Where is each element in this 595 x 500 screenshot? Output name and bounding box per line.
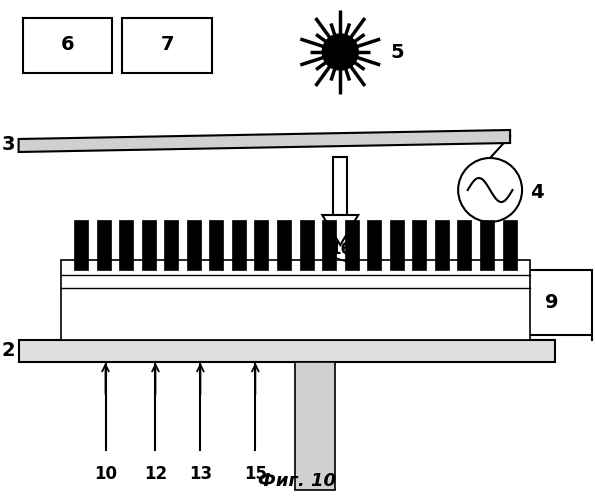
FancyBboxPatch shape	[300, 220, 314, 270]
FancyBboxPatch shape	[123, 18, 212, 73]
Polygon shape	[18, 130, 510, 152]
FancyBboxPatch shape	[187, 220, 201, 270]
Circle shape	[322, 34, 358, 70]
FancyBboxPatch shape	[458, 220, 471, 270]
FancyBboxPatch shape	[432, 270, 512, 335]
FancyBboxPatch shape	[512, 270, 592, 335]
FancyBboxPatch shape	[322, 220, 336, 270]
FancyBboxPatch shape	[61, 260, 530, 340]
Text: 2: 2	[2, 342, 15, 360]
Text: 15: 15	[244, 465, 267, 483]
FancyBboxPatch shape	[119, 220, 133, 270]
Text: 9: 9	[545, 293, 559, 312]
Text: 13: 13	[189, 465, 212, 483]
FancyBboxPatch shape	[503, 220, 516, 270]
FancyBboxPatch shape	[333, 157, 347, 215]
FancyBboxPatch shape	[23, 18, 112, 73]
FancyBboxPatch shape	[345, 220, 359, 270]
Text: 5: 5	[390, 42, 404, 62]
FancyBboxPatch shape	[412, 220, 426, 270]
Text: 10: 10	[94, 465, 117, 483]
FancyBboxPatch shape	[74, 220, 88, 270]
Text: 8: 8	[465, 293, 479, 312]
FancyBboxPatch shape	[277, 220, 291, 270]
FancyBboxPatch shape	[142, 220, 156, 270]
FancyBboxPatch shape	[18, 340, 555, 362]
FancyBboxPatch shape	[164, 220, 178, 270]
Polygon shape	[322, 215, 358, 245]
FancyBboxPatch shape	[295, 362, 335, 490]
FancyBboxPatch shape	[255, 220, 268, 270]
FancyBboxPatch shape	[232, 220, 246, 270]
Text: 6: 6	[61, 36, 74, 54]
FancyBboxPatch shape	[96, 220, 111, 270]
Circle shape	[458, 158, 522, 222]
Text: 7: 7	[161, 36, 174, 54]
Text: 16': 16'	[330, 242, 356, 258]
FancyBboxPatch shape	[390, 220, 404, 270]
Text: 3: 3	[2, 134, 15, 154]
Text: 4: 4	[530, 182, 544, 202]
Text: Фиг. 10: Фиг. 10	[258, 472, 336, 490]
FancyBboxPatch shape	[435, 220, 449, 270]
FancyBboxPatch shape	[209, 220, 223, 270]
FancyBboxPatch shape	[367, 220, 381, 270]
FancyBboxPatch shape	[480, 220, 494, 270]
Text: 12: 12	[144, 465, 167, 483]
